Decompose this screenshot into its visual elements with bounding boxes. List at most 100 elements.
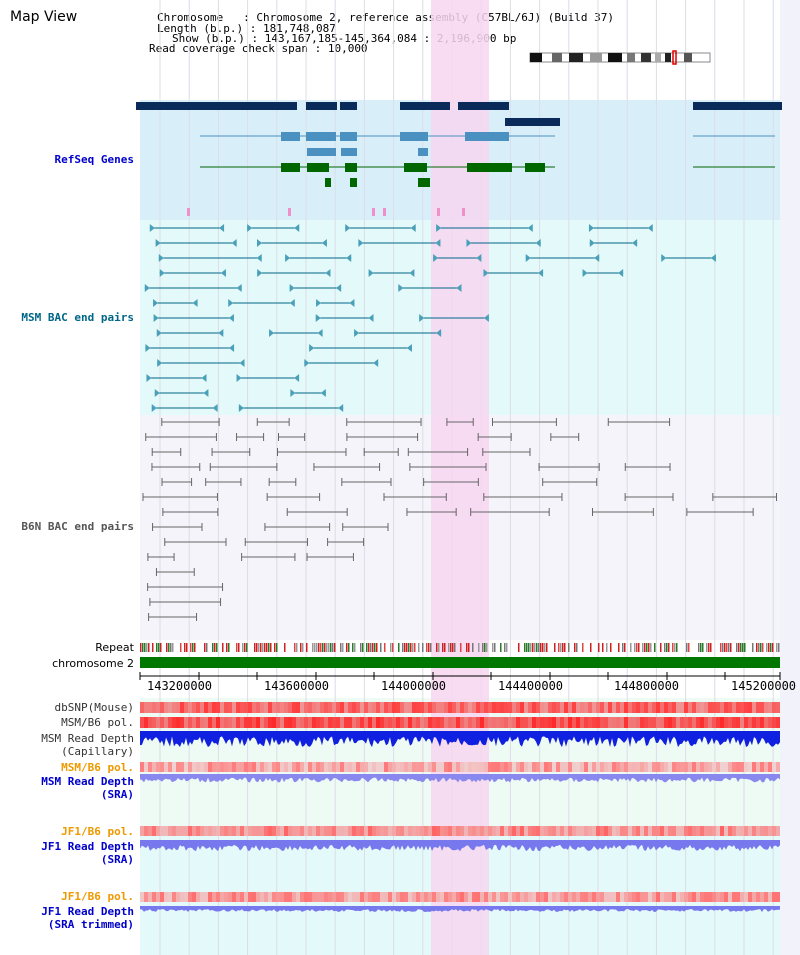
b6n-bac-track[interactable]	[142, 418, 778, 621]
repeat-mark	[172, 643, 174, 652]
read-depth-profile[interactable]	[140, 774, 780, 783]
repeat-mark	[244, 643, 246, 652]
heatmap-cell	[496, 892, 500, 902]
track-label-msm-b6-pol-2[interactable]: MSM/B6 pol.	[61, 761, 134, 774]
heatmap-cell	[408, 717, 412, 728]
msm-bac-track[interactable]	[144, 224, 716, 412]
track-label-msm-bac[interactable]: MSM BAC end pairs	[21, 311, 134, 324]
heatmap-cell	[164, 892, 168, 902]
gene-block[interactable]	[341, 148, 357, 156]
repeat-mark	[328, 643, 330, 652]
heatmap-cell	[468, 702, 472, 713]
gene-block[interactable]	[400, 102, 450, 110]
heatmap-cell	[164, 717, 168, 728]
track-label-jf1-b6-pol[interactable]: JF1/B6 pol.	[61, 825, 134, 838]
repeat-mark	[402, 643, 404, 652]
heatmap-cell	[228, 762, 232, 772]
repeat-mark	[610, 643, 612, 652]
gene-block[interactable]	[281, 132, 300, 141]
gene-block[interactable]	[306, 102, 337, 110]
gene-block[interactable]	[505, 118, 560, 126]
gene-block[interactable]	[525, 163, 545, 172]
heatmap-tracks[interactable]	[140, 702, 780, 902]
track-label-jf1-depth-trim[interactable]: JF1 Read Depth (SRA trimmed)	[2, 905, 134, 931]
heatmap-cell	[716, 702, 720, 713]
gene-block[interactable]	[467, 163, 512, 172]
heatmap-cell	[524, 702, 528, 713]
heatmap-cell	[452, 892, 456, 902]
gene-block[interactable]	[400, 132, 428, 141]
chromosome-ideogram[interactable]	[529, 50, 711, 65]
heatmap-cell	[480, 717, 484, 728]
gene-block[interactable]	[281, 163, 300, 172]
track-label-msm-depth-sra[interactable]: MSM Read Depth (SRA)	[2, 775, 134, 801]
gene-block[interactable]	[345, 163, 357, 172]
depth-tracks[interactable]	[140, 731, 780, 912]
ideogram-band	[608, 53, 622, 62]
chromosome-bar[interactable]	[140, 657, 780, 668]
heatmap-cell	[732, 826, 736, 836]
gene-block[interactable]	[458, 102, 509, 110]
gene-block[interactable]	[307, 148, 336, 156]
read-depth-profile[interactable]	[140, 731, 780, 748]
track-label-refseq[interactable]: RefSeq Genes	[54, 153, 134, 166]
track-label-jf1-depth-sra[interactable]: JF1 Read Depth (SRA)	[2, 840, 134, 866]
heatmap-cell	[596, 892, 600, 902]
heatmap-cell	[412, 762, 416, 772]
heatmap-cell	[560, 702, 564, 713]
refseq-genes-track[interactable]	[136, 102, 782, 216]
heatmap-cell	[200, 762, 204, 772]
gene-block[interactable]	[465, 132, 509, 141]
track-label-msm-depth-cap[interactable]: MSM Read Depth (Capillary)	[2, 732, 134, 758]
heatmap-cell	[480, 762, 484, 772]
ideogram-band	[569, 53, 583, 62]
read-depth-profile[interactable]	[140, 840, 780, 852]
repeat-mark	[708, 643, 710, 652]
track-label-b6n-bac[interactable]: B6N BAC end pairs	[21, 520, 134, 533]
repeat-mark	[638, 643, 640, 652]
heatmap-cell	[724, 702, 728, 713]
heatmap-cell	[724, 717, 728, 728]
heatmap-cell	[676, 762, 680, 772]
heatmap-cell	[444, 702, 448, 713]
heatmap-cell	[624, 826, 628, 836]
heatmap-cell	[488, 826, 492, 836]
repeat-mark	[222, 643, 224, 652]
gene-block[interactable]	[307, 163, 329, 172]
heatmap-cell	[740, 826, 744, 836]
track-label-msm-b6-pol[interactable]: MSM/B6 pol.	[61, 716, 134, 729]
repeat-mark	[504, 643, 506, 652]
heatmap-cell	[204, 717, 208, 728]
repeat-track[interactable]	[140, 643, 780, 652]
bac-end-arrow	[203, 389, 209, 397]
heatmap-cell	[732, 892, 736, 902]
heatmap-cell	[540, 826, 544, 836]
ideogram-position-marker[interactable]	[672, 50, 677, 65]
read-depth-profile[interactable]	[140, 906, 780, 912]
heatmap-cell	[472, 717, 476, 728]
heatmap-cell	[748, 717, 752, 728]
gene-block[interactable]	[340, 132, 357, 141]
track-label-jf1-b6-pol-2[interactable]: JF1/B6 pol.	[61, 890, 134, 903]
bac-end-arrow	[410, 224, 416, 232]
gene-block[interactable]	[340, 102, 357, 110]
heatmap-cell	[556, 892, 560, 902]
heatmap-cell	[472, 826, 476, 836]
gene-block[interactable]	[404, 163, 427, 172]
heatmap-cell	[516, 762, 520, 772]
gene-block[interactable]	[306, 132, 336, 141]
gene-block[interactable]	[693, 102, 782, 110]
heatmap-cell	[532, 826, 536, 836]
heatmap-cell	[628, 702, 632, 713]
gene-block[interactable]	[325, 178, 331, 187]
heatmap-cell	[296, 702, 300, 713]
repeat-mark	[334, 643, 336, 652]
track-label-dbsnp[interactable]: dbSNP(Mouse)	[54, 701, 134, 714]
heatmap-cell	[336, 892, 340, 902]
selection-highlight[interactable]	[431, 0, 489, 955]
gene-block[interactable]	[418, 148, 428, 156]
gene-block[interactable]	[199, 102, 297, 110]
gene-block[interactable]	[418, 178, 430, 187]
gene-block[interactable]	[350, 178, 357, 187]
